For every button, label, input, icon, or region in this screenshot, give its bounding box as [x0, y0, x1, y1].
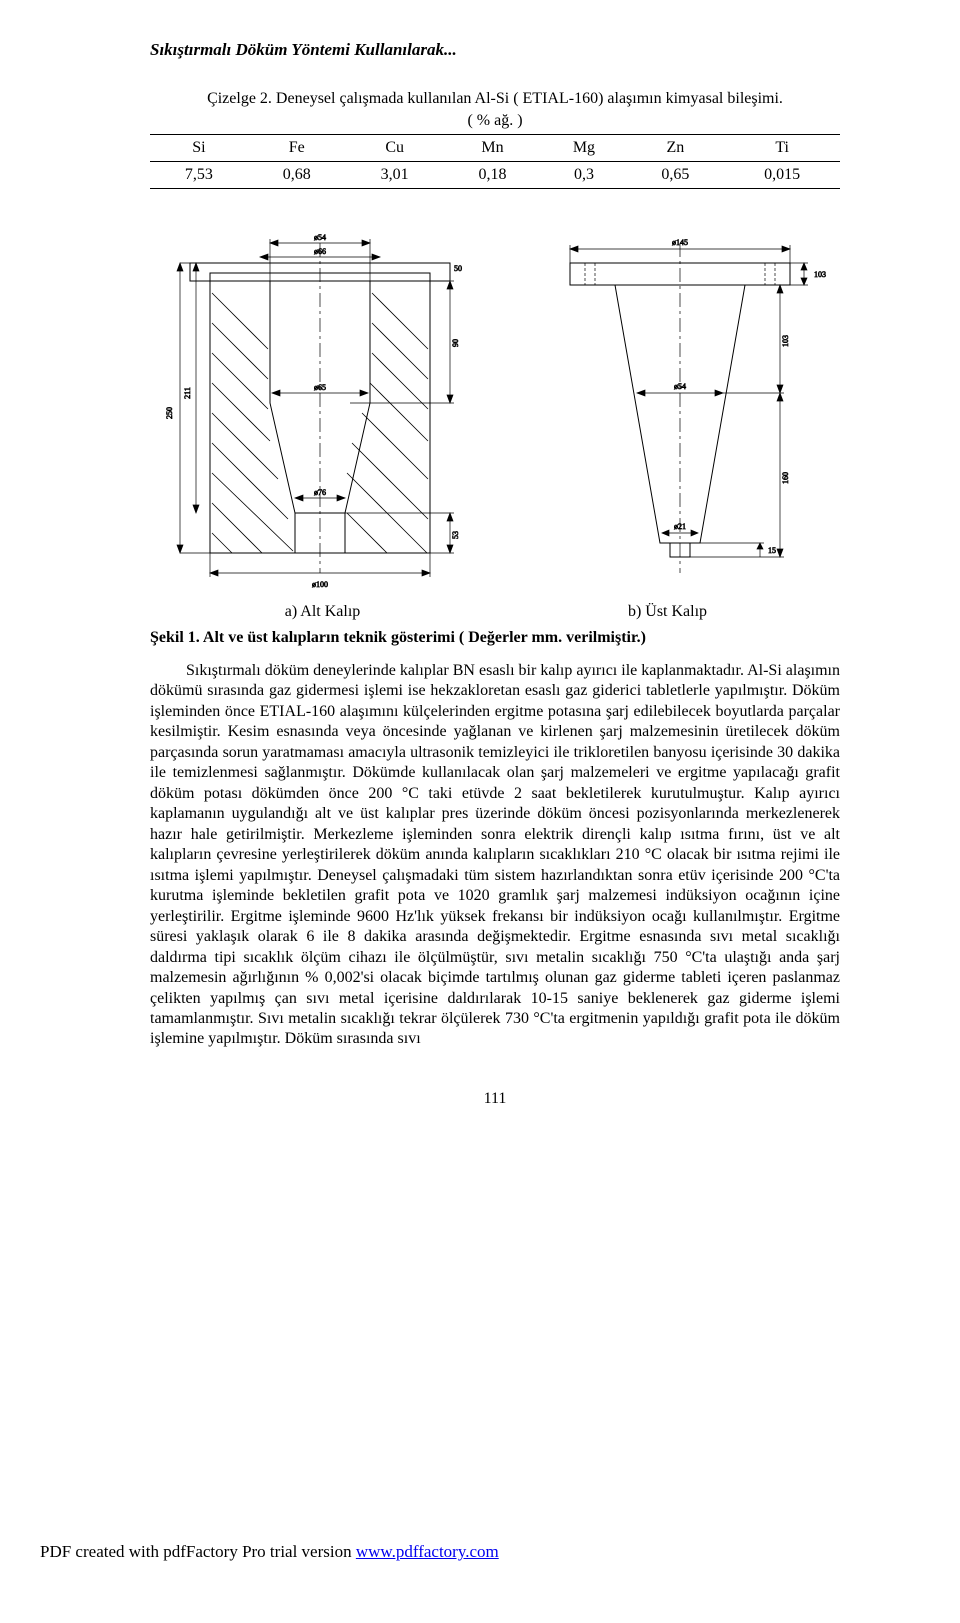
dim-a-d3: ø65: [314, 383, 326, 392]
dim-a-d2: ø66: [314, 247, 326, 256]
footer-link[interactable]: www.pdffactory.com: [356, 1542, 499, 1561]
dim-a-h3: 90: [451, 339, 460, 347]
page-number: 111: [150, 1090, 840, 1108]
cell-fe: 0,68: [248, 162, 346, 189]
figure-b-label: b) Üst Kalıp: [495, 603, 840, 621]
cell-cu: 3,01: [346, 162, 444, 189]
col-cu: Cu: [346, 135, 444, 162]
cell-mn: 0,18: [444, 162, 542, 189]
dim-a-h1: 50: [454, 264, 462, 273]
col-ti: Ti: [724, 135, 840, 162]
col-mn: Mn: [444, 135, 542, 162]
dim-b-h4: 103: [814, 270, 826, 279]
table-header-row: Si Fe Cu Mn Mg Zn Ti: [150, 135, 840, 162]
cell-ti: 0,015: [724, 162, 840, 189]
dim-b-d2: ø54: [674, 382, 686, 391]
table-row: 7,53 0,68 3,01 0,18 0,3 0,65 0,015: [150, 162, 840, 189]
dim-a-d4: ø76: [314, 488, 326, 497]
dim-b-h1: 103: [781, 335, 790, 347]
dim-a-h4: 53: [451, 531, 460, 539]
dim-a-ht: 211: [183, 387, 192, 399]
dim-a-d1: ø54: [314, 233, 326, 242]
col-zn: Zn: [626, 135, 724, 162]
cell-mg: 0,3: [541, 162, 626, 189]
figure-b: ø145 103 ø54 ø21: [520, 213, 840, 593]
dim-b-h3: 15: [768, 546, 776, 555]
dim-b-h2: 160: [781, 472, 790, 484]
figure-a-label: a) Alt Kalıp: [150, 603, 495, 621]
composition-table: Si Fe Cu Mn Mg Zn Ti 7,53 0,68 3,01 0,18…: [150, 134, 840, 189]
figure-caption: Şekil 1. Alt ve üst kalıpların teknik gö…: [150, 629, 840, 647]
table-caption-line1: Çizelge 2. Deneysel çalışmada kullanılan…: [150, 90, 840, 108]
col-si: Si: [150, 135, 248, 162]
table-caption-line2: ( % ağ. ): [150, 112, 840, 130]
figure-caption-text: Şekil 1. Alt ve üst kalıpların teknik gö…: [150, 629, 646, 646]
footer-prefix: PDF created with pdfFactory Pro trial ve…: [40, 1542, 356, 1561]
figure-row: ø54 ø66 250 211 90: [150, 213, 840, 593]
cell-zn: 0,65: [626, 162, 724, 189]
page: Sıkıştırmalı Döküm Yöntemi Kullanılarak.…: [0, 0, 960, 1580]
dim-b-d3: ø21: [674, 522, 686, 531]
figure-a: ø54 ø66 250 211 90: [150, 213, 490, 593]
figure-sublabels: a) Alt Kalıp b) Üst Kalıp: [150, 603, 840, 621]
cell-si: 7,53: [150, 162, 248, 189]
col-fe: Fe: [248, 135, 346, 162]
dim-a-h2: 250: [165, 407, 174, 419]
dim-a-d5: ø100: [312, 580, 328, 589]
col-mg: Mg: [541, 135, 626, 162]
dim-b-d1: ø145: [672, 238, 688, 247]
pdf-footer: PDF created with pdfFactory Pro trial ve…: [40, 1542, 499, 1562]
body-text-content: Sıkıştırmalı döküm deneylerinde kalıplar…: [150, 662, 840, 1047]
running-head: Sıkıştırmalı Döküm Yöntemi Kullanılarak.…: [150, 40, 840, 60]
body-paragraph: Sıkıştırmalı döküm deneylerinde kalıplar…: [150, 661, 840, 1050]
